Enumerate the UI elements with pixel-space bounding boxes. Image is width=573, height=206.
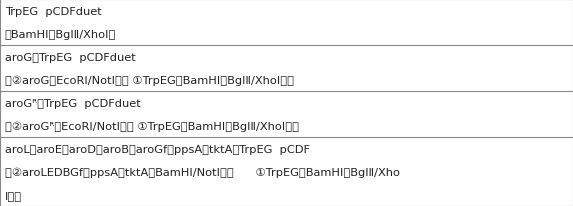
Text: ［②aroG（EcoRⅠ/NotⅠ）， ①TrpEG（BamHⅠ：BglⅡ/XhoⅠ）］: ［②aroG（EcoRⅠ/NotⅠ）， ①TrpEG（BamHⅠ：BglⅡ/Xh… (5, 75, 293, 86)
Text: ［②aroGᴿ（EcoRⅠ/NotⅠ）， ①TrpEG（BamHⅠ：BglⅡ/XhoⅠ）］: ［②aroGᴿ（EcoRⅠ/NotⅠ）， ①TrpEG（BamHⅠ：BglⅡ/X… (5, 121, 299, 131)
Text: ［②aroLEDBGf－ppsA－tktA（BamHⅠ/NotⅠ），      ①TrpEG（BamHⅠ：BglⅡ/Xho: ［②aroLEDBGf－ppsA－tktA（BamHⅠ/NotⅠ）， ①TrpE… (5, 167, 399, 177)
Text: （BamHⅠ：BglⅡ/XhoⅠ）: （BamHⅠ：BglⅡ/XhoⅠ） (5, 30, 116, 40)
Text: aroG－TrpEG  pCDFduet: aroG－TrpEG pCDFduet (5, 53, 135, 63)
Text: aroGᴿ－TrpEG  pCDFduet: aroGᴿ－TrpEG pCDFduet (5, 98, 140, 108)
Text: aroL－aroE－aroD－aroB－aroGf－ppsA－tktA－TrpEG  pCDF: aroL－aroE－aroD－aroB－aroGf－ppsA－tktA－TrpE… (5, 144, 309, 154)
Text: TrpEG  pCDFduet: TrpEG pCDFduet (5, 7, 101, 17)
Text: Ⅰ）］: Ⅰ）］ (5, 190, 22, 200)
